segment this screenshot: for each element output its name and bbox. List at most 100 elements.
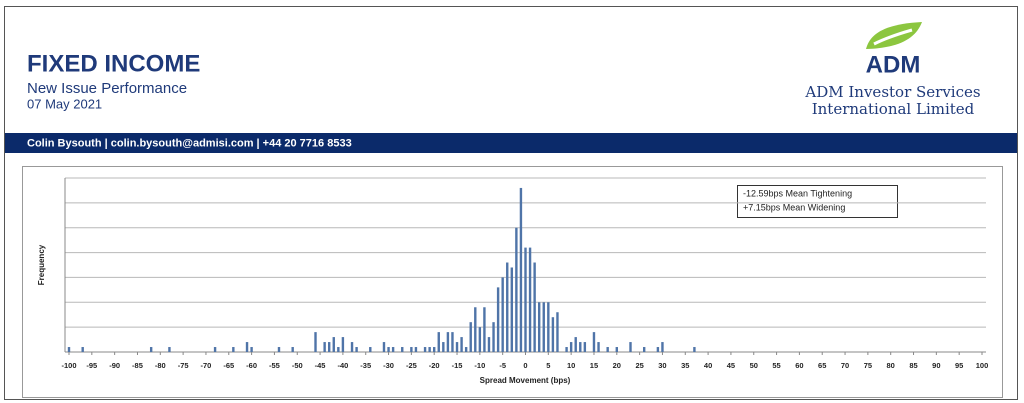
bar xyxy=(337,347,340,352)
bar xyxy=(423,347,427,352)
bar xyxy=(67,347,71,352)
x-tick-label: -45 xyxy=(315,361,326,370)
bar xyxy=(661,342,664,352)
bar xyxy=(487,337,491,352)
bar xyxy=(583,342,587,352)
report-date: 07 May 2021 xyxy=(27,96,102,111)
x-tick-label: -5 xyxy=(499,361,506,370)
bar xyxy=(213,347,217,352)
x-tick-label: 55 xyxy=(772,361,780,370)
bar xyxy=(382,342,386,352)
x-tick-label: 75 xyxy=(864,361,872,370)
bar xyxy=(478,327,482,352)
contact-banner xyxy=(5,133,1017,153)
x-tick-label: 10 xyxy=(567,361,575,370)
x-tick-label: 90 xyxy=(932,361,940,370)
x-tick-label: -20 xyxy=(429,361,440,370)
x-tick-label: 0 xyxy=(523,361,527,370)
x-tick-label: 70 xyxy=(841,361,849,370)
report-subtitle: New Issue Performance xyxy=(27,80,187,97)
bar xyxy=(629,342,632,352)
x-tick-label: 100 xyxy=(976,361,989,370)
x-tick-label: -95 xyxy=(86,361,97,370)
company-name: International Limited xyxy=(812,100,975,118)
page-border xyxy=(4,6,1018,400)
bar xyxy=(524,247,527,352)
x-tick-label: -25 xyxy=(406,361,417,370)
x-tick-label: -40 xyxy=(337,361,348,370)
x-tick-label: 35 xyxy=(681,361,689,370)
bar xyxy=(551,317,555,352)
x-tick-label: -10 xyxy=(474,361,485,370)
bar xyxy=(314,332,317,352)
x-tick-label: -50 xyxy=(292,361,303,370)
x-tick-label: -90 xyxy=(109,361,120,370)
bar xyxy=(569,342,573,352)
logo-text: ADM xyxy=(866,51,921,78)
x-tick-label: 45 xyxy=(727,361,735,370)
bar xyxy=(615,347,618,352)
annotation: -12.59bps Mean Tightening xyxy=(743,188,852,198)
bar xyxy=(492,322,495,352)
bar xyxy=(565,347,568,352)
bar xyxy=(597,342,600,352)
bar xyxy=(428,347,431,352)
x-axis-label: Spread Movement (bps) xyxy=(480,376,571,385)
bar xyxy=(496,287,500,352)
bar xyxy=(323,342,326,352)
bar xyxy=(592,332,596,352)
contact-info: Colin Bysouth | colin.bysouth@admisi.com… xyxy=(27,137,352,149)
x-tick-label: -60 xyxy=(246,361,257,370)
bar xyxy=(332,337,335,352)
bar xyxy=(574,337,577,352)
bar xyxy=(556,312,559,352)
x-tick-label: 50 xyxy=(750,361,758,370)
annotation: +7.15bps Mean Widening xyxy=(743,202,845,212)
bar xyxy=(149,347,153,352)
x-tick-label: 5 xyxy=(546,361,550,370)
logo-leaf xyxy=(866,22,922,49)
bar xyxy=(437,332,440,352)
x-tick-label: 25 xyxy=(635,361,643,370)
x-tick-label: 60 xyxy=(795,361,803,370)
bar xyxy=(464,347,468,352)
bar xyxy=(460,337,463,352)
bar xyxy=(277,347,281,352)
x-tick-label: -30 xyxy=(383,361,394,370)
bar xyxy=(369,347,372,352)
bar xyxy=(328,342,331,352)
bar xyxy=(341,337,345,352)
bar xyxy=(501,277,504,352)
bar xyxy=(391,347,395,352)
bar xyxy=(515,227,518,352)
bar xyxy=(433,347,436,352)
x-tick-label: -75 xyxy=(178,361,189,370)
bar xyxy=(350,342,354,352)
bar xyxy=(245,342,249,352)
x-tick-label: 80 xyxy=(887,361,895,370)
x-tick-label: -100 xyxy=(61,361,76,370)
bar xyxy=(519,187,523,352)
bar xyxy=(542,302,545,352)
company-name: ADM Investor Services xyxy=(804,83,980,101)
bar xyxy=(232,347,235,352)
bar xyxy=(168,347,171,352)
bar xyxy=(537,302,541,352)
x-tick-label: -85 xyxy=(132,361,143,370)
x-tick-label: -55 xyxy=(269,361,280,370)
bar xyxy=(656,347,660,352)
x-tick-label: 15 xyxy=(590,361,598,370)
x-tick-label: 40 xyxy=(704,361,712,370)
bar xyxy=(451,332,454,352)
bar xyxy=(387,347,390,352)
bar xyxy=(579,342,582,352)
bar xyxy=(469,322,472,352)
bar xyxy=(528,247,532,352)
annotation-box xyxy=(737,185,898,218)
bar xyxy=(547,302,550,352)
report-title: FIXED INCOME xyxy=(27,50,200,77)
x-tick-label: -35 xyxy=(360,361,371,370)
bar xyxy=(506,262,509,352)
x-tick-label: -65 xyxy=(223,361,234,370)
